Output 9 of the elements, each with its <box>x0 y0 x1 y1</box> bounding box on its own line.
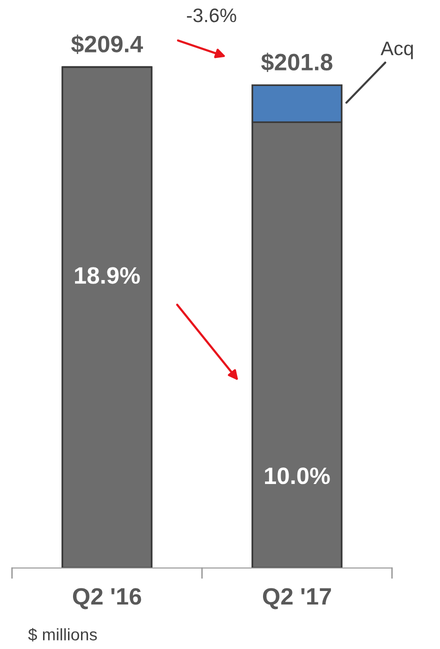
annotation: $201.8 <box>261 52 332 72</box>
text: -3.6% <box>186 8 236 22</box>
annotation: 18.9% <box>75 267 140 284</box>
annotation: 10.0% <box>265 467 330 484</box>
text: $ millions <box>28 628 97 642</box>
x-tick-label: Q2 '16 <box>73 588 142 610</box>
text: Acq <box>380 42 413 60</box>
annotation: $209.4 <box>71 34 143 54</box>
x-tick-label: Q2 '17 <box>263 588 331 610</box>
